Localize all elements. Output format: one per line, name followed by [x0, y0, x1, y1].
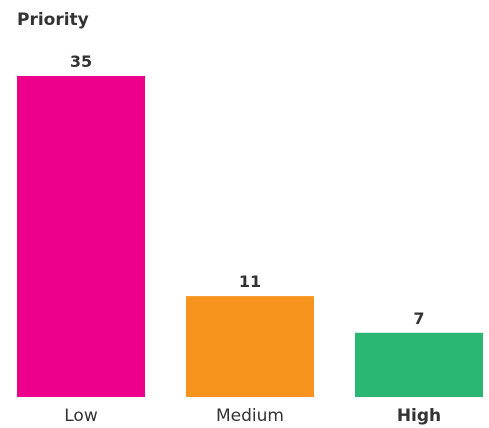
bar-high [355, 332, 483, 397]
chart-title: Priority [17, 10, 89, 30]
value-label-high: 7 [413, 309, 424, 328]
category-label-medium: Medium [216, 406, 284, 426]
value-label-low: 35 [70, 52, 92, 71]
bar-medium [186, 296, 314, 397]
category-label-high: High [397, 406, 441, 426]
category-label-low: Low [64, 406, 98, 426]
bar-low [17, 76, 145, 397]
value-label-medium: 11 [239, 272, 261, 291]
